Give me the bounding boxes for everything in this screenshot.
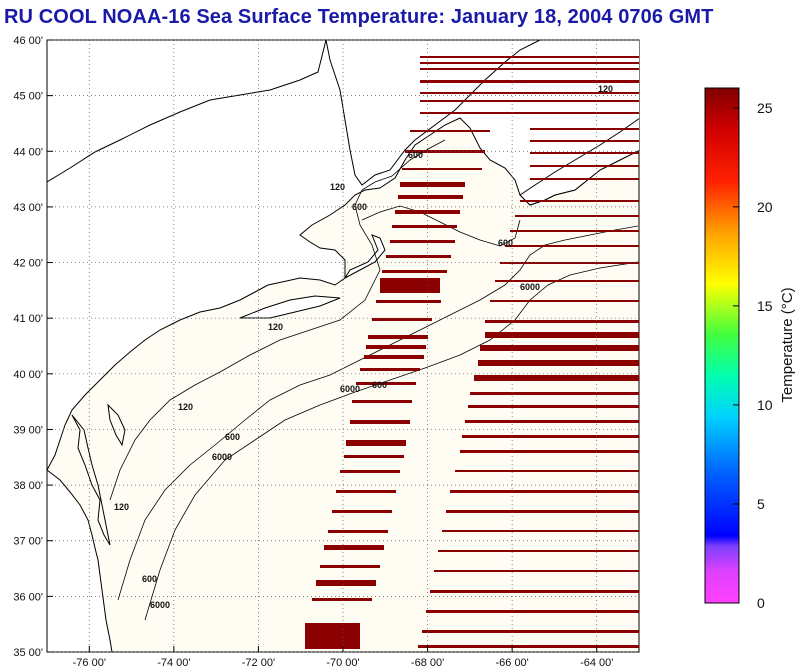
long-island [239, 295, 341, 319]
lon-tick-label: -76 00' [73, 657, 106, 669]
lat-tick-label: 46 00' [13, 35, 43, 47]
colorbar-tick-label: 0 [757, 595, 765, 611]
map-title: RU COOL NOAA-16 Sea Surface Temperature:… [4, 6, 714, 28]
contour-label: 120 [598, 84, 613, 94]
latitude-tick-labels: 46 00' 45 00' 44 00' 43 00' 42 00' 41 00' 40 0… [13, 35, 43, 659]
lon-tick-label: -64 00' [580, 657, 613, 669]
lat-tick-label: 45 00' [13, 91, 43, 103]
satellite-swath-east [418, 56, 639, 648]
contour-label: 6000 [150, 600, 170, 610]
contour-label: 120 [114, 502, 129, 512]
contour-label: 6000 [520, 282, 540, 292]
contour-6000 [144, 261, 639, 621]
colorbar [704, 87, 740, 604]
lat-tick-label: 40 00' [13, 369, 43, 381]
contour-label: 120 [178, 402, 193, 412]
contour-labels: 120 600 6000 600 120 600 6000 120 600 60… [114, 84, 613, 610]
chesapeake-bay [71, 414, 111, 546]
contour-label: 600 [372, 380, 387, 390]
land-south [47, 469, 113, 652]
lat-tick-label: 37 00' [13, 536, 43, 548]
delaware-bay [107, 403, 126, 447]
lon-tick-label: -66 00' [495, 657, 528, 669]
contour-label: 600 [225, 432, 240, 442]
colorbar-tick-label: 10 [757, 397, 773, 413]
lon-tick-label: -70 00' [326, 657, 359, 669]
lat-tick-label: 39 00' [13, 424, 43, 436]
contour-label: 6000 [340, 384, 360, 394]
colorbar-tick-label: 5 [757, 496, 765, 512]
lon-tick-label: -72 00' [242, 657, 275, 669]
contour-label: 6000 [212, 452, 232, 462]
satellite-swath-center [305, 130, 490, 649]
contour-label: 120 [330, 182, 345, 192]
lat-tick-label: 36 00' [13, 591, 43, 603]
lat-tick-label: 38 00' [13, 480, 43, 492]
lat-tick-label: 42 00' [13, 258, 43, 270]
lat-tick-label: 35 00' [13, 647, 43, 659]
contour-label: 600 [498, 238, 513, 248]
lon-tick-label: -74 00' [157, 657, 190, 669]
lat-tick-label: 44 00' [13, 146, 43, 158]
lat-tick-label: 41 00' [13, 313, 43, 325]
colorbar-ticks: 0 5 10 15 20 25 [733, 100, 773, 611]
cape-cod [343, 234, 386, 280]
colorbar-tick-label: 25 [757, 100, 773, 116]
contour-label: 600 [142, 574, 157, 584]
contour-120 [109, 139, 446, 501]
lon-tick-label: -68 00' [411, 657, 444, 669]
contour-label: 600 [408, 150, 423, 160]
graticule [47, 39, 639, 653]
contour-label: 120 [268, 322, 283, 332]
colorbar-tick-label: 20 [757, 199, 773, 215]
lat-tick-label: 43 00' [13, 202, 43, 214]
colorbar-label: Temperature (°C) [779, 287, 796, 402]
longitude-tick-labels: -76 00' -74 00' -72 00' -70 00' -68 00' -66 0… [73, 657, 614, 669]
colorbar-tick-label: 15 [757, 298, 773, 314]
